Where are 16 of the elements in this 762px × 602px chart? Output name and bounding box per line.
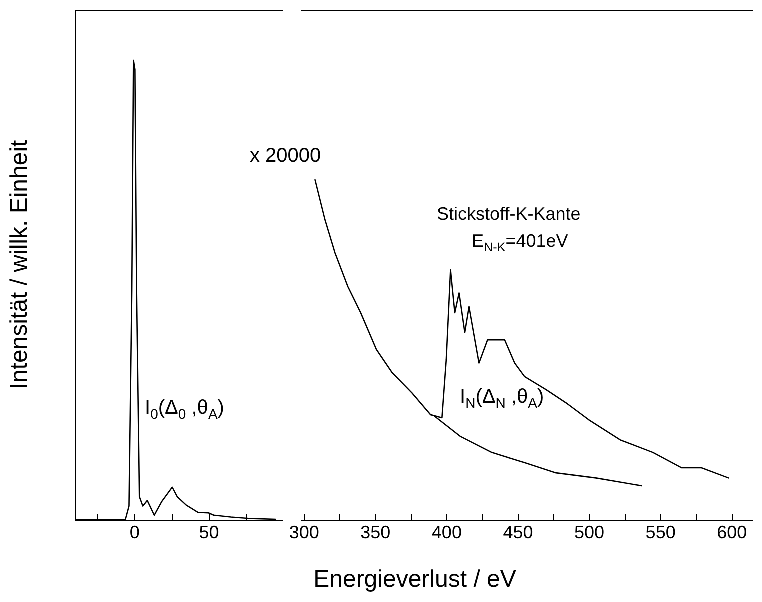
- x-tick-label: 550: [646, 522, 676, 542]
- annotation: I$_{0}$(Δ$_{0}$ ,θ$_{A}$): [145, 397, 224, 422]
- x-tick-label: 300: [289, 522, 320, 542]
- annotation: x 20000: [250, 145, 322, 167]
- x-tick-label: 350: [360, 522, 391, 542]
- x-tick-label: 0: [130, 522, 140, 542]
- x-tick-label: 50: [199, 522, 220, 542]
- y-axis-title: Intensität / willk. Einheit: [6, 140, 33, 390]
- annotation: I$_{N}$(Δ$_{N}$ ,θ$_{A}$): [460, 386, 544, 411]
- x-tick-label: 400: [432, 522, 462, 542]
- annotation: E$_{N-K}$=401eV: [472, 231, 568, 255]
- x-tick-label: 600: [717, 522, 748, 542]
- x-axis-title: Energieverlust / eV: [314, 566, 516, 593]
- x-tick-label: 500: [574, 522, 605, 542]
- annotation: Stickstoff-K-Kante: [437, 204, 581, 224]
- x-tick-label: 450: [503, 522, 534, 542]
